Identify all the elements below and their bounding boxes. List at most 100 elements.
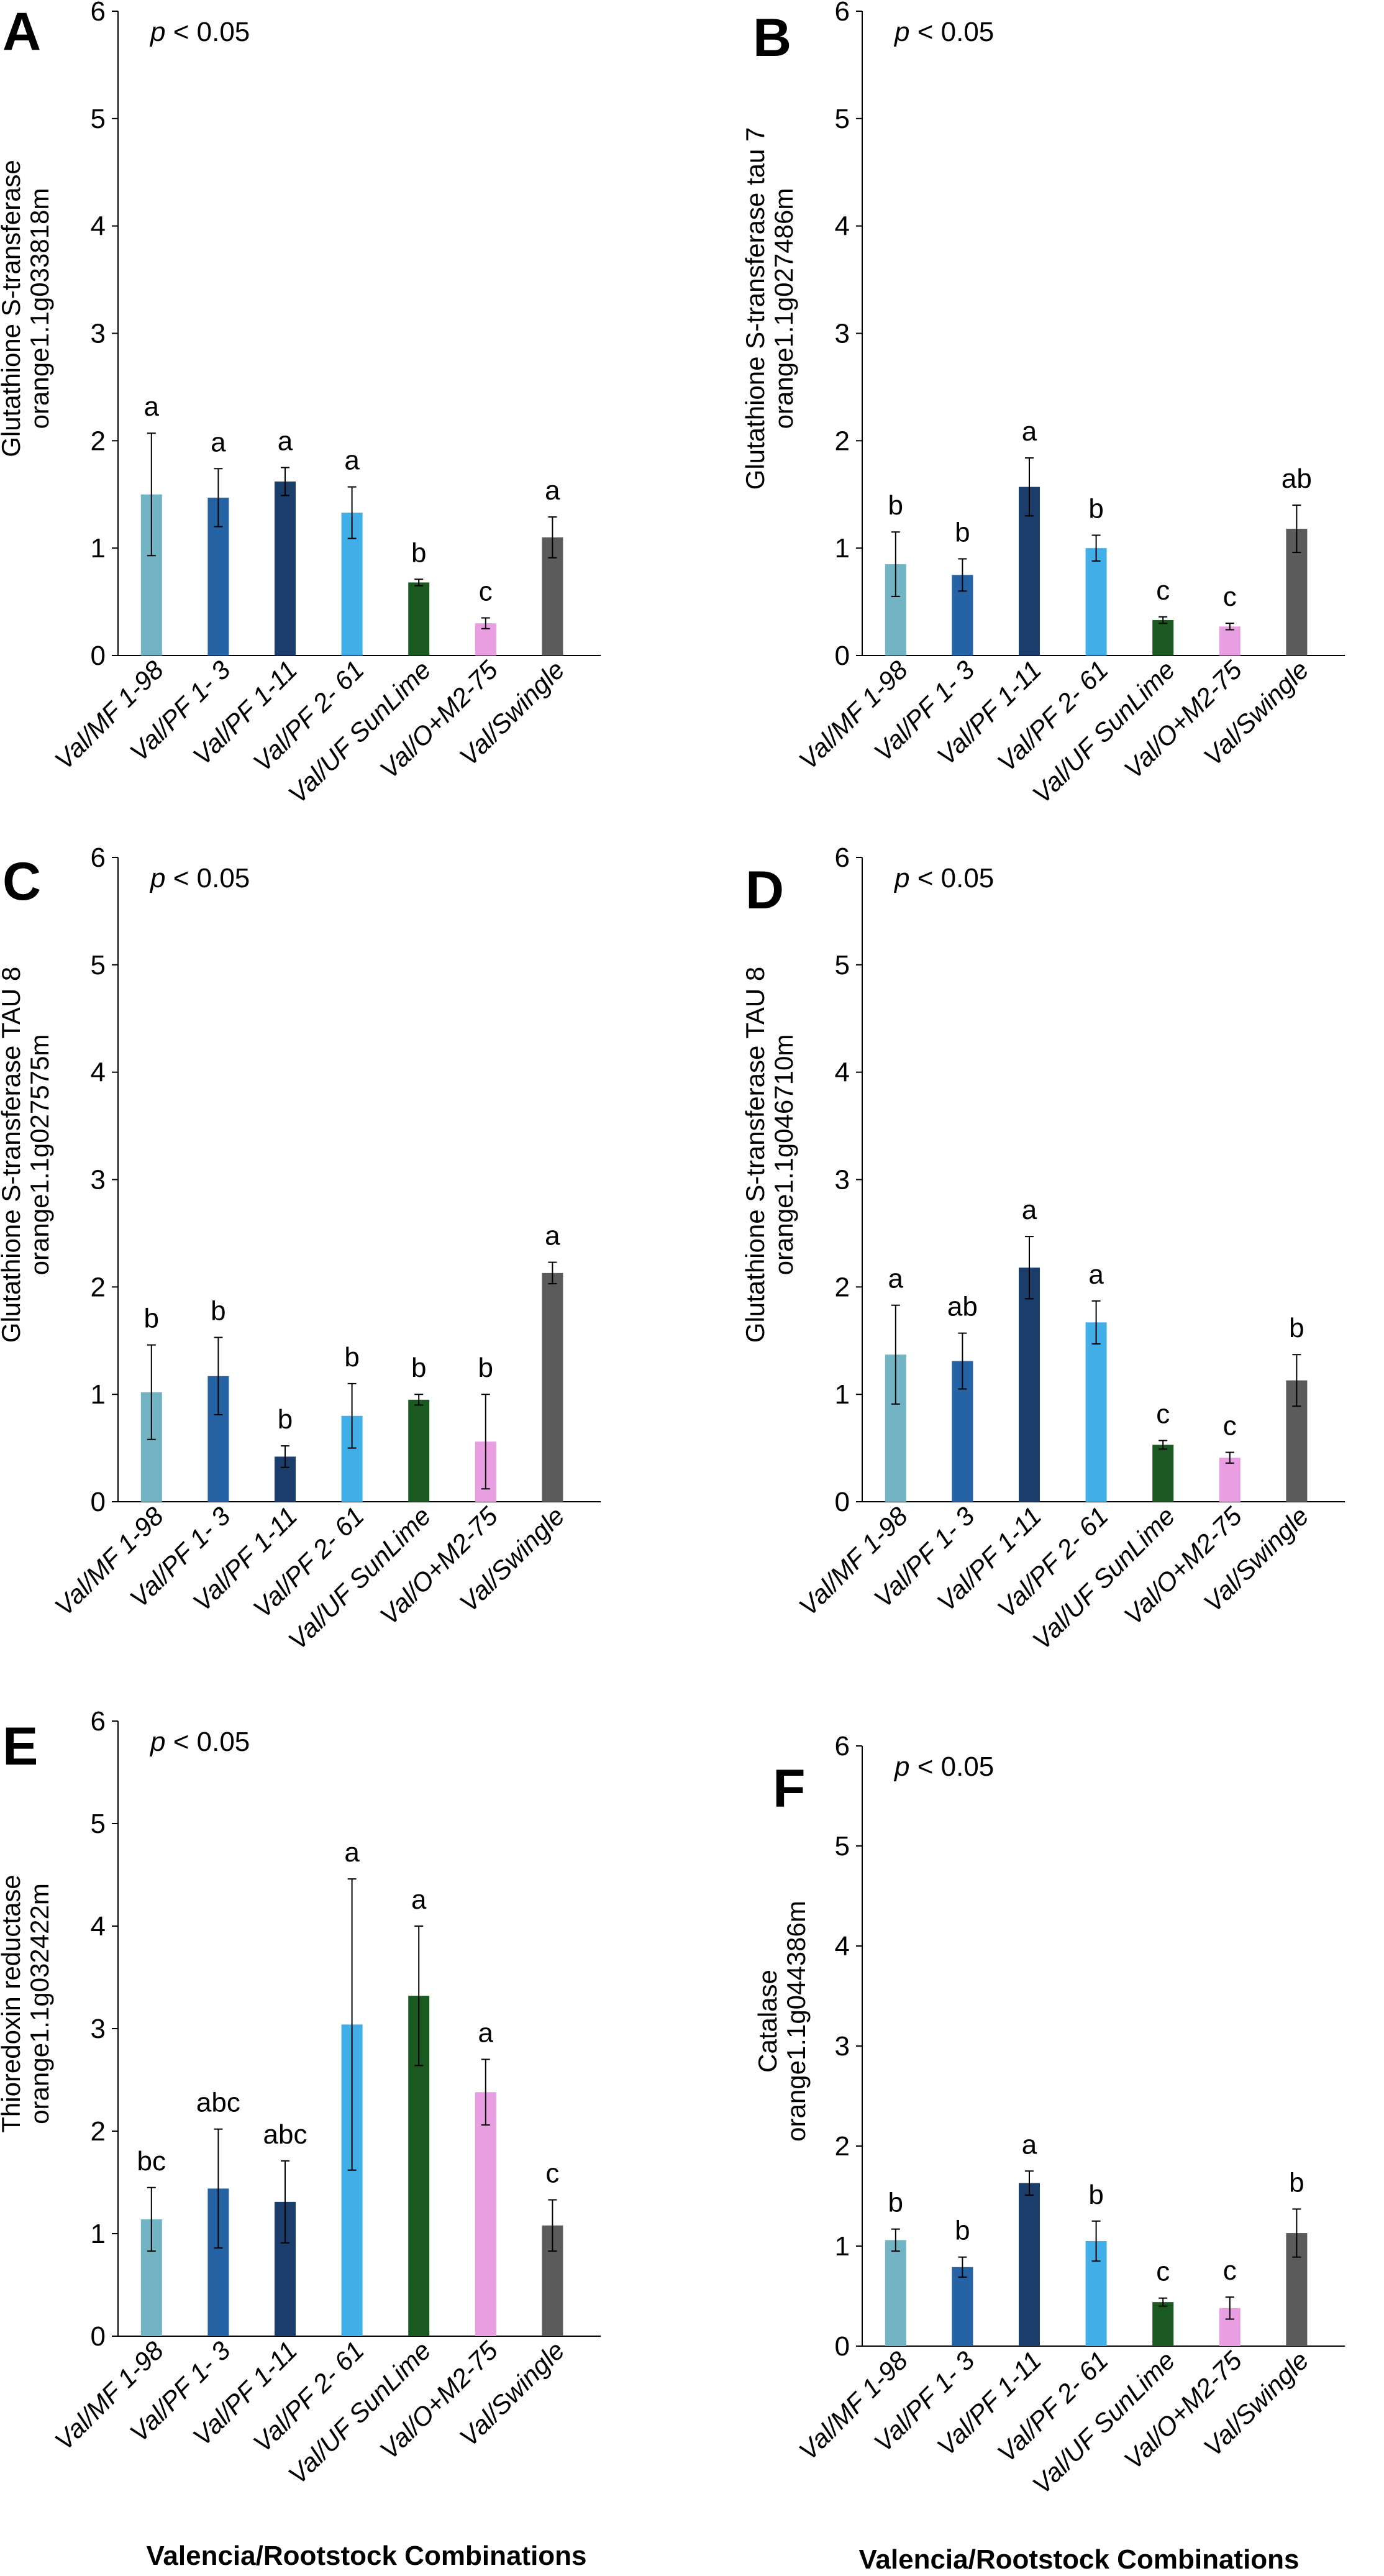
y-tick-label: 3 bbox=[835, 2031, 850, 2062]
y-tick-label: 3 bbox=[835, 319, 850, 349]
bar-4 bbox=[1085, 1322, 1107, 1502]
significance-letter: a bbox=[1022, 1195, 1037, 1225]
y-tick-label: 1 bbox=[835, 1379, 850, 1410]
significance-letter: b bbox=[955, 517, 970, 547]
y-tick-label: 0 bbox=[91, 2321, 106, 2352]
significance-letter: a bbox=[144, 391, 160, 422]
bar-5 bbox=[408, 1399, 430, 1502]
chart-panel-d: 0 1 2 3 4 5 6 D p < 0.05 Glutathione S-transferas… bbox=[740, 843, 1345, 1655]
significance-letter: c bbox=[1156, 575, 1170, 606]
p-value-annotation: p < 0.05 bbox=[893, 17, 994, 47]
y-tick-label: 6 bbox=[835, 1731, 850, 1761]
y-tick-label: 4 bbox=[91, 211, 106, 242]
significance-letter: b bbox=[1289, 1313, 1304, 1343]
significance-letter: b bbox=[955, 2216, 970, 2246]
category-label: Val/O+M2-75 bbox=[1118, 2345, 1247, 2475]
significance-letter: ab bbox=[1282, 464, 1312, 494]
bar-6 bbox=[1219, 1458, 1241, 1502]
panel-label: C bbox=[2, 852, 41, 911]
bar-2 bbox=[952, 2267, 973, 2346]
significance-letter: a bbox=[888, 1264, 904, 1294]
bar-7 bbox=[542, 1272, 563, 1502]
y-tick-label: 3 bbox=[835, 1165, 850, 1195]
panel-label: E bbox=[2, 1717, 38, 1776]
panel-label: D bbox=[745, 861, 784, 920]
y-tick-label: 3 bbox=[91, 319, 106, 349]
y-tick-label: 1 bbox=[91, 1379, 106, 1410]
significance-letter: bc bbox=[137, 2146, 166, 2176]
chart-panel-a: 0 1 2 3 4 5 6 A p < 0.05 Glutathione S-transferas… bbox=[0, 0, 601, 809]
significance-letter: b bbox=[888, 490, 903, 521]
p-value-annotation: p < 0.05 bbox=[149, 17, 250, 47]
y-axis-label-line: orange1.1g046710m bbox=[769, 1035, 798, 1276]
category-label: Val/O+M2-75 bbox=[1118, 1501, 1247, 1630]
significance-letter: c bbox=[545, 2158, 559, 2189]
significance-letter: a bbox=[278, 426, 293, 457]
bar-5 bbox=[1152, 619, 1174, 655]
y-tick-label: 3 bbox=[91, 1165, 106, 1195]
x-axis-title-left: Valencia/Rootstock Combinations bbox=[146, 2541, 586, 2571]
p-value-annotation: p < 0.05 bbox=[893, 863, 994, 893]
y-tick-label: 2 bbox=[835, 1272, 850, 1302]
panel-label: B bbox=[753, 8, 791, 68]
p-value-annotation: p < 0.05 bbox=[893, 1752, 994, 1782]
y-axis-label-line: Glutathione S-transferase TAU 8 bbox=[740, 967, 770, 1343]
significance-letter: c bbox=[1223, 1410, 1237, 1441]
significance-letter: b bbox=[1289, 2167, 1304, 2198]
panel-label: A bbox=[2, 2, 41, 62]
y-tick-label: 0 bbox=[835, 641, 850, 671]
chart-panel-f: 0 1 2 3 4 5 6F p < 0.05 Catalase orange1.1g044386… bbox=[753, 1731, 1345, 2500]
y-tick-label: 4 bbox=[835, 1931, 850, 1962]
y-tick-label: 5 bbox=[91, 950, 106, 980]
significance-letter: a bbox=[545, 475, 560, 506]
significance-letter: a bbox=[1088, 1259, 1104, 1290]
significance-letter: b bbox=[888, 2188, 903, 2218]
y-axis-label-line: Glutathione S-transferase tau 7 bbox=[740, 127, 770, 490]
x-axis-title-right: Valencia/Rootstock Combinations bbox=[858, 2544, 1299, 2575]
y-tick-label: 5 bbox=[835, 1831, 850, 1861]
panel-label: F bbox=[773, 1759, 806, 1819]
category-label: Val/O+M2-75 bbox=[374, 1501, 503, 1630]
bar-6 bbox=[1219, 626, 1241, 655]
significance-letter: abc bbox=[263, 2119, 307, 2150]
y-axis-label-line: Glutathione S-transferase bbox=[0, 160, 25, 457]
y-tick-label: 5 bbox=[91, 104, 106, 134]
y-tick-label: 3 bbox=[91, 2014, 106, 2044]
bar-1 bbox=[885, 2240, 906, 2346]
significance-letter: a bbox=[478, 2018, 494, 2048]
y-tick-label: 5 bbox=[835, 950, 850, 980]
significance-letter: c bbox=[1156, 1399, 1170, 1429]
bar-5 bbox=[408, 582, 430, 655]
significance-letter: a bbox=[545, 1221, 560, 1251]
y-tick-label: 2 bbox=[91, 2116, 106, 2147]
significance-letter: c bbox=[1156, 2257, 1170, 2287]
significance-letter: b bbox=[478, 1353, 493, 1383]
significance-letter: b bbox=[1088, 2180, 1103, 2210]
y-tick-label: 2 bbox=[835, 2131, 850, 2162]
category-label: Val/O+M2-75 bbox=[374, 2336, 503, 2465]
significance-letter: b bbox=[1088, 493, 1103, 524]
bar-6 bbox=[475, 2092, 496, 2336]
y-tick-label: 6 bbox=[91, 0, 106, 27]
y-tick-label: 0 bbox=[91, 1487, 106, 1517]
category-label: Val/O+M2-75 bbox=[374, 655, 503, 784]
y-axis-label-line: Catalase bbox=[753, 1970, 782, 2073]
significance-letter: a bbox=[344, 1837, 360, 1868]
y-tick-label: 2 bbox=[835, 426, 850, 456]
significance-letter: b bbox=[144, 1304, 159, 1334]
y-tick-label: 4 bbox=[91, 1911, 106, 1942]
p-value-annotation: p < 0.05 bbox=[149, 863, 250, 893]
y-tick-label: 4 bbox=[835, 211, 850, 242]
bar-3 bbox=[1019, 2183, 1040, 2346]
significance-letter: c bbox=[1223, 2255, 1237, 2286]
category-label: Val/O+M2-75 bbox=[1118, 655, 1247, 784]
chart-panel-e: 0 1 2 3 4 5 6 E p < 0.05 Thioredoxin reductase ora… bbox=[0, 1706, 601, 2490]
significance-letter: b bbox=[344, 1342, 359, 1372]
y-axis-label-line: orange1.1g044386m bbox=[781, 1901, 811, 2142]
significance-letter: a bbox=[1022, 2129, 1037, 2160]
significance-letter: a bbox=[411, 1884, 427, 1915]
y-tick-label: 2 bbox=[91, 426, 106, 456]
significance-letter: c bbox=[479, 577, 493, 607]
y-tick-label: 6 bbox=[835, 843, 850, 873]
